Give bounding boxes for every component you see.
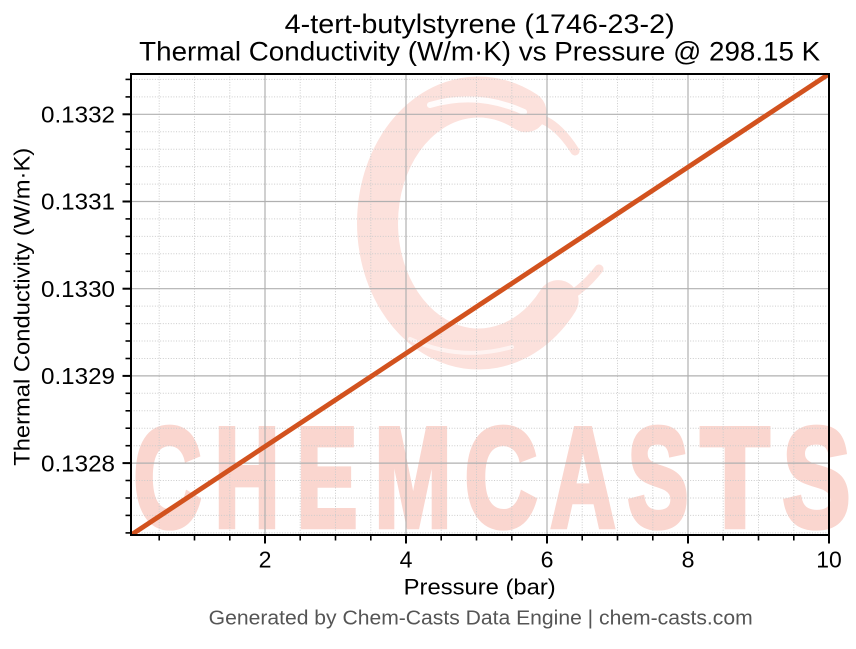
svg-text:C: C (134, 399, 202, 558)
svg-text:4: 4 (400, 547, 413, 573)
svg-text:S: S (628, 399, 689, 558)
svg-text:A: A (551, 399, 616, 558)
svg-text:0.1330: 0.1330 (41, 276, 115, 302)
svg-text:Generated by Chem-Casts Data E: Generated by Chem-Casts Data Engine | ch… (209, 607, 753, 629)
svg-text:M: M (375, 399, 452, 558)
svg-text:0.1329: 0.1329 (41, 363, 115, 389)
svg-text:8: 8 (682, 547, 695, 573)
svg-text:0.1331: 0.1331 (41, 189, 115, 215)
svg-text:4-tert-butylstyrene (1746-23-2: 4-tert-butylstyrene (1746-23-2) (285, 9, 675, 39)
svg-text:0.1328: 0.1328 (41, 450, 115, 476)
svg-text:6: 6 (541, 547, 554, 573)
svg-text:Pressure (bar): Pressure (bar) (404, 575, 556, 600)
svg-text:10: 10 (816, 547, 842, 573)
svg-text:H: H (215, 399, 280, 558)
svg-text:0.1332: 0.1332 (41, 102, 115, 128)
svg-text:Thermal Conductivity (W/m·K): Thermal Conductivity (W/m·K) (10, 148, 35, 466)
svg-text:Thermal Conductivity (W/m·K) v: Thermal Conductivity (W/m·K) vs Pressure… (139, 37, 820, 67)
svg-text:C: C (465, 399, 538, 558)
svg-text:S: S (783, 399, 851, 558)
svg-text:T: T (701, 399, 770, 558)
svg-text:2: 2 (259, 547, 272, 573)
